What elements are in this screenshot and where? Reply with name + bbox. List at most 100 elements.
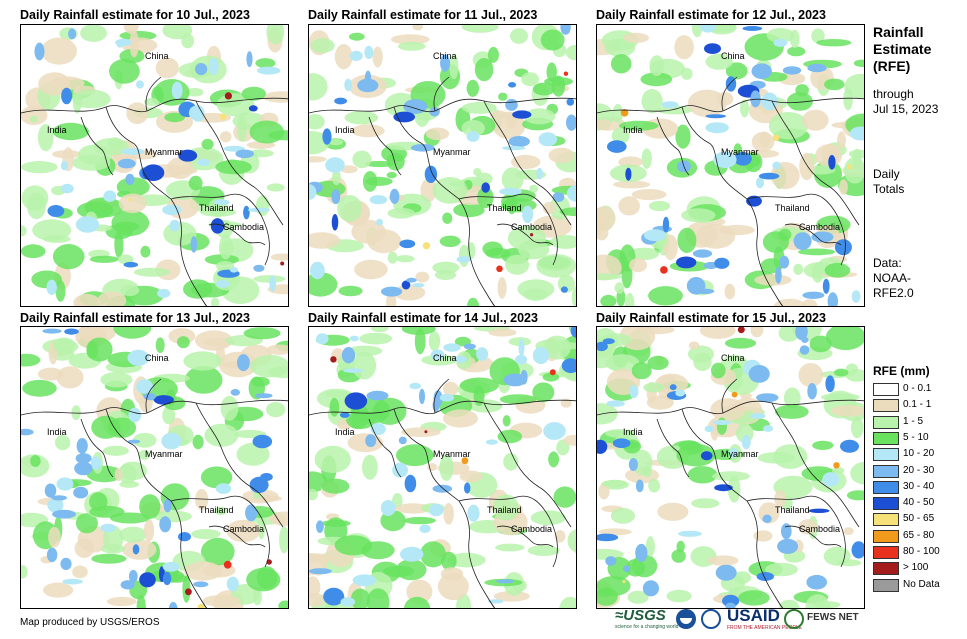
- rain-cell: [351, 219, 386, 244]
- rain-cell-heavy: [515, 354, 528, 365]
- rain-cell-heavy: [751, 63, 772, 79]
- rain-cell: [201, 537, 235, 566]
- country-border: [368, 418, 402, 478]
- rain-cell-heavy: [419, 388, 425, 405]
- rain-cell: [799, 152, 815, 181]
- rain-cell-heavy: [380, 500, 396, 516]
- label-myanmar: Myanmar: [145, 147, 183, 157]
- rain-cell-intense: [847, 164, 852, 170]
- rain-cell: [226, 519, 261, 543]
- rain-cell-intense: [731, 391, 738, 398]
- rain-cell: [510, 28, 528, 44]
- rain-cell-heavy: [851, 541, 864, 559]
- rain-cell: [37, 124, 54, 152]
- rain-cell: [751, 131, 775, 152]
- rain-cell-heavy: [430, 349, 445, 361]
- rain-cell: [401, 427, 441, 437]
- rain-cell: [559, 596, 576, 608]
- rain-cell: [441, 551, 457, 571]
- rain-cell: [542, 201, 556, 215]
- rain-cell: [740, 99, 749, 118]
- rain-cell: [623, 32, 649, 43]
- rain-cell: [428, 331, 441, 351]
- country-border: [170, 500, 208, 608]
- rain-cell: [183, 351, 222, 371]
- rain-cell: [641, 89, 663, 114]
- rain-cell: [649, 55, 665, 76]
- rain-cell: [43, 582, 74, 598]
- country-border: [784, 525, 842, 548]
- rain-cell: [839, 179, 848, 195]
- rain-cell-heavy: [352, 574, 377, 587]
- rain-cell: [184, 366, 223, 394]
- rain-cell-heavy: [247, 207, 271, 213]
- rain-cell: [779, 599, 800, 608]
- label-thailand: Thailand: [487, 203, 522, 213]
- rain-cell-heavy: [310, 261, 325, 280]
- rain-cell: [443, 409, 478, 428]
- rain-cell: [542, 372, 560, 382]
- rain-cell: [768, 112, 809, 140]
- rain-cell-heavy: [466, 131, 480, 142]
- legend-swatch: [873, 464, 899, 478]
- rain-cell: [365, 176, 393, 186]
- rain-cell-heavy: [256, 66, 281, 75]
- rain-cell: [548, 451, 559, 468]
- rain-cell: [563, 434, 576, 446]
- rain-cell: [497, 277, 507, 299]
- rain-cell: [425, 127, 450, 141]
- rain-cell-heavy: [68, 28, 77, 40]
- rain-cell-heavy: [713, 151, 737, 168]
- legend-label: 30 - 40: [903, 480, 935, 492]
- country-border: [656, 418, 690, 478]
- rain-cell-heavy: [208, 58, 219, 75]
- rain-cell: [505, 254, 530, 275]
- rain-cell-heavy: [669, 384, 677, 391]
- label-myanmar: Myanmar: [721, 449, 759, 459]
- rain-cell-heavy: [190, 236, 198, 253]
- rain-cell: [309, 73, 328, 101]
- rain-cell-heavy: [538, 132, 558, 147]
- country-border: [80, 418, 114, 478]
- rain-cell-heavy: [127, 349, 150, 366]
- rain-cell-heavy: [21, 428, 34, 436]
- rain-cell: [597, 548, 624, 560]
- rain-cell: [195, 489, 209, 510]
- rain-cell-heavy: [325, 157, 345, 173]
- rain-cell: [211, 297, 220, 306]
- rain-cell-heavy: [799, 345, 810, 355]
- rain-cell: [340, 165, 358, 174]
- rain-cell-heavy: [47, 497, 64, 513]
- rain-cell-heavy: [570, 327, 576, 338]
- rain-cell-heavy: [807, 63, 827, 73]
- rain-cell: [597, 208, 606, 235]
- rain-cell: [688, 341, 700, 350]
- rain-cell: [831, 467, 845, 474]
- rain-cell: [565, 44, 576, 61]
- rainfall-map-2-canvas: [309, 25, 576, 306]
- rain-cell: [529, 184, 539, 193]
- rain-cell-intense: [219, 113, 227, 121]
- rain-cell: [809, 335, 832, 353]
- rain-cell-heavy: [142, 164, 165, 181]
- rain-cell: [798, 363, 824, 388]
- rain-cell-intense: [280, 261, 285, 266]
- rain-cell: [823, 546, 851, 566]
- rain-cell: [236, 442, 270, 466]
- rain-cell: [359, 332, 392, 345]
- rain-cell: [403, 516, 436, 525]
- rain-cell-heavy: [675, 389, 686, 397]
- rain-cell-heavy: [193, 581, 209, 588]
- rain-cell: [89, 492, 108, 512]
- rain-cell-heavy: [695, 288, 715, 294]
- rain-cell: [102, 445, 129, 456]
- rain-cell: [420, 178, 437, 203]
- rain-cell: [191, 529, 221, 540]
- rain-cell-heavy: [75, 216, 100, 233]
- rain-cell: [37, 367, 64, 381]
- rain-cell-heavy: [499, 187, 522, 196]
- rain-cell: [466, 79, 479, 97]
- rain-cell-heavy: [161, 432, 182, 450]
- rain-cell: [719, 224, 755, 236]
- rain-cell: [420, 541, 446, 568]
